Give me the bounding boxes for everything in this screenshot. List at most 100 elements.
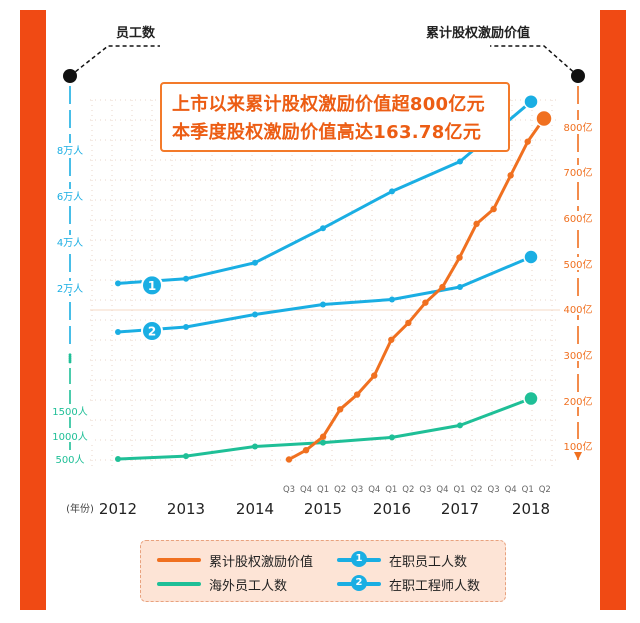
legend-label-engineers: 在职工程师人数 (389, 578, 481, 594)
right-tick-label: 300亿 (563, 349, 592, 362)
year-tick-label: 2018 (512, 500, 550, 518)
quarter-tick-label: Q3 (488, 485, 500, 495)
point-equity-value (422, 299, 429, 306)
left-tick-label: 8万人 (57, 145, 83, 157)
quarter-tick-label: Q4 (436, 485, 448, 495)
point-equity-value (490, 205, 497, 213)
legend-item-employees: 1 在职员工人数 (337, 550, 467, 570)
quarter-tick-label: Q2 (470, 485, 482, 495)
legend-label-overseas: 海外员工人数 (209, 578, 288, 594)
legend-swatch-green (157, 582, 201, 586)
right-tick-bg (560, 348, 598, 361)
point-engineers (389, 296, 395, 303)
right-axis-leader (490, 45, 579, 77)
right-tick-label: 600亿 (563, 212, 592, 225)
left-tick-label: 2万人 (57, 283, 83, 295)
series-line-engineers (117, 255, 532, 334)
right-axis-title: 累计股权激励价值 (426, 26, 531, 41)
point-overseas (252, 443, 258, 450)
left-decor-bar (20, 10, 46, 610)
left-tick-label: 1000人 (52, 431, 87, 443)
point-employees (320, 225, 326, 232)
quarter-tick-label: Q3 (283, 485, 295, 495)
quarter-tick-label: Q3 (419, 485, 431, 495)
left-tick-bg (55, 281, 85, 294)
left-axis-break-dot (68, 360, 72, 364)
quarter-tick-label: Q1 (453, 485, 465, 495)
left-axis-leader (69, 45, 160, 77)
right-tick-bg (560, 302, 598, 315)
legend-badge-1: 1 (351, 551, 367, 567)
callout-box: 上市以来累计股权激励价值超800亿元 本季度股权激励价值高达163.78亿元 (160, 82, 510, 152)
point-overseas (389, 434, 395, 441)
quarter-tick-label: Q3 (351, 485, 363, 495)
quarter-tick-label: Q4 (505, 485, 517, 495)
right-tick-bg (560, 211, 598, 224)
point-equity-value (285, 456, 293, 463)
callout-line-2: 本季度股权激励价值高达163.78亿元 (172, 122, 482, 143)
quarter-tick-label: Q2 (402, 485, 414, 495)
left-tick-label: 6万人 (57, 191, 83, 203)
left-tick-bg (55, 143, 85, 156)
point-equity-value (405, 319, 412, 327)
series-badge-label: 2 (148, 325, 156, 339)
legend-badge-2: 2 (351, 575, 367, 591)
right-tick-bg (560, 439, 598, 452)
point-equity-value (371, 372, 378, 379)
left-tick-bg (55, 235, 85, 248)
point-overseas (457, 422, 463, 429)
series-badge-label: 1 (148, 279, 156, 293)
legend-item-overseas: 海外员工人数 (157, 574, 287, 594)
legend-label-employees: 在职员工人数 (389, 554, 468, 570)
legend-swatch-blue-1: 1 (337, 551, 381, 567)
point-employees (183, 275, 189, 282)
point-equity-value (354, 391, 361, 398)
point-equity-value (388, 336, 395, 343)
legend: 累计股权激励价值 1 在职员工人数 海外员工人数 2 在职工程师人数 (140, 540, 506, 602)
right-decor-bar (600, 10, 626, 610)
legend-item-engineers: 2 在职工程师人数 (337, 574, 480, 594)
left-axis-title: 员工数 (116, 26, 156, 41)
year-tick-label: 2012 (99, 500, 137, 518)
point-equity-value (535, 109, 553, 128)
left-tick-bg (47, 404, 93, 417)
series-line-equity-value (288, 117, 546, 461)
right-axis-arrow (574, 452, 582, 460)
point-engineers (457, 284, 463, 290)
series-badge (141, 320, 163, 342)
left-tick-label: 4万人 (57, 237, 83, 249)
year-tick-label: 2017 (441, 500, 479, 518)
point-equity-value (524, 138, 531, 145)
point-engineers (523, 249, 539, 265)
series-line-overseas (117, 397, 532, 461)
point-engineers (320, 301, 326, 308)
right-tick-bg (560, 257, 598, 270)
quarter-tick-label: Q1 (317, 485, 329, 495)
point-equity-value (507, 172, 514, 179)
right-tick-label: 400亿 (563, 303, 592, 316)
left-tick-label: 1500人 (52, 406, 87, 418)
quarter-tick-label: Q2 (334, 485, 346, 495)
point-equity-value (336, 406, 344, 413)
legend-item-equity-value: 累计股权激励价值 (157, 550, 313, 570)
point-engineers (115, 329, 121, 335)
point-employees (115, 280, 121, 287)
right-tick-bg (560, 165, 598, 178)
point-engineers (252, 311, 258, 318)
left-tick-bg (55, 189, 85, 202)
point-equity-value (473, 220, 480, 228)
point-equity-value (319, 433, 327, 440)
series-badge (141, 274, 163, 297)
callout-line-1: 上市以来累计股权激励价值超800亿元 (172, 94, 485, 115)
point-equity-value (439, 283, 446, 291)
right-tick-label: 500亿 (563, 258, 592, 271)
point-overseas (523, 390, 539, 407)
right-tick-label: 100亿 (563, 440, 592, 453)
year-axis-prefix: (年份) (66, 502, 94, 515)
legend-swatch-blue-2: 2 (337, 575, 381, 591)
right-tick-label: 200亿 (563, 395, 592, 408)
point-employees (457, 158, 463, 165)
quarter-tick-label: Q2 (539, 485, 551, 495)
